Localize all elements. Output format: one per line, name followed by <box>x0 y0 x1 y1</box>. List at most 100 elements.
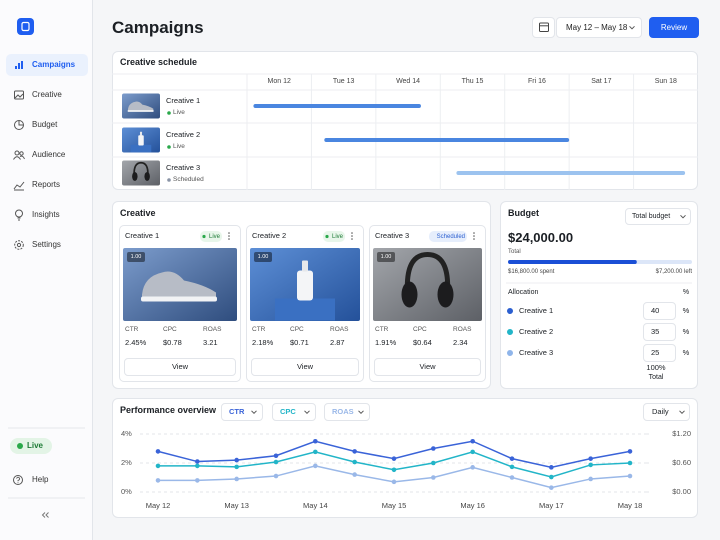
allocation-value[interactable]: 40 <box>651 306 660 315</box>
y2-tick-label: $0.60 <box>672 458 691 467</box>
nav-item[interactable]: Reports <box>32 180 61 189</box>
status-label: Live <box>27 441 44 450</box>
nav-item[interactable]: Budget <box>32 120 58 129</box>
date-dropdown[interactable] <box>556 17 642 38</box>
card-title: Creative <box>120 208 156 218</box>
y-tick-label: 4% <box>121 429 132 438</box>
x-tick-label: May 12 <box>145 501 171 510</box>
y-tick-label: 0% <box>121 487 132 496</box>
nav-item[interactable]: Campaigns <box>32 60 76 69</box>
nav-item[interactable]: Insights <box>32 210 60 219</box>
logo <box>17 18 34 35</box>
nav-item[interactable]: Settings <box>32 240 61 249</box>
day-label: Sun 18 <box>654 78 677 85</box>
metric-label: CTR <box>252 326 266 333</box>
y-tick-label: 2% <box>121 458 132 467</box>
metric-label: CPC <box>163 326 177 333</box>
allocation-input[interactable] <box>643 323 676 341</box>
sidebar <box>0 0 93 540</box>
allocation-value[interactable]: 25 <box>651 348 660 357</box>
metric-label: ROAS <box>453 326 472 333</box>
x-tick-label: May 18 <box>617 501 643 510</box>
image-badge-label: 1.00 <box>130 254 142 260</box>
view-button[interactable] <box>251 358 359 376</box>
budget-left: $7,200.00 left <box>655 269 692 275</box>
review-label[interactable]: Review <box>660 22 688 32</box>
metric-value: $0.64 <box>413 338 432 347</box>
metric-label: CTR <box>125 326 139 333</box>
day-label: Fri 16 <box>527 78 546 85</box>
image-badge-label: 1.00 <box>380 254 392 260</box>
metric-label: ROAS <box>330 326 349 333</box>
creative-name: Creative 2 <box>252 231 287 240</box>
legend-filter[interactable]: CPC <box>280 407 296 416</box>
status-badge-label: Live <box>331 233 343 240</box>
metric-value: 2.45% <box>125 338 147 347</box>
card-title: Performance overview <box>120 405 217 415</box>
status-badge <box>323 231 345 242</box>
allocation-total-label: Total <box>648 374 664 381</box>
image-badge-label: 1.00 <box>257 254 269 260</box>
day-label: Thu 15 <box>461 78 484 85</box>
help-link[interactable]: Help <box>32 475 49 484</box>
allocation-unit: % <box>682 327 690 336</box>
creative-name: Creative 1 <box>125 231 160 240</box>
metric-value: 2.87 <box>330 338 345 347</box>
budget-selector-label[interactable]: Total budget <box>632 212 671 220</box>
x-tick-label: May 17 <box>539 501 564 510</box>
legend-filter[interactable]: CTR <box>229 407 245 416</box>
metric-value: 3.21 <box>203 338 218 347</box>
view-label[interactable]: View <box>419 362 436 371</box>
y2-tick-label: $0.00 <box>672 487 691 496</box>
x-tick-label: May 13 <box>224 501 249 510</box>
legend-filter[interactable]: ROAS <box>332 407 354 416</box>
metric-filter[interactable] <box>324 403 370 421</box>
allocation-unit: % <box>682 306 690 315</box>
allocation-value[interactable]: 35 <box>651 327 660 336</box>
x-tick-label: May 16 <box>460 501 485 510</box>
view-button[interactable] <box>124 358 236 376</box>
review-button[interactable] <box>649 17 699 38</box>
metric-filter[interactable] <box>272 403 316 421</box>
status-badge-label: Scheduled <box>436 233 465 240</box>
x-tick-label: May 15 <box>381 501 407 510</box>
metric-label: CPC <box>290 326 304 333</box>
metric-value: 2.34 <box>453 338 468 347</box>
allocation-input[interactable] <box>643 302 676 320</box>
allocation-input[interactable] <box>643 344 676 362</box>
calendar-button[interactable] <box>532 17 555 38</box>
status-badge-label: Live <box>208 233 220 240</box>
budget-selector[interactable] <box>625 208 691 225</box>
date-range[interactable]: May 12 – May 18 <box>566 22 628 32</box>
row-name: Creative 2 <box>166 130 201 139</box>
metric-filter[interactable] <box>221 403 263 421</box>
metric-value: 2.18% <box>252 338 274 347</box>
metric-label: CPC <box>413 326 427 333</box>
view-button[interactable] <box>374 358 481 376</box>
allocation-title: Allocation <box>508 289 539 296</box>
metric-value: $0.71 <box>290 338 309 347</box>
row-status: Scheduled <box>173 176 204 183</box>
budget-amount: $24,000.00 <box>508 230 574 245</box>
x-tick-label: May 14 <box>303 501 328 510</box>
metric-label: CTR <box>375 326 389 333</box>
row-status: Live <box>173 109 185 116</box>
status-pill <box>10 438 52 454</box>
nav-item[interactable]: Creative <box>32 90 62 99</box>
view-label[interactable]: View <box>296 362 314 371</box>
period-label[interactable]: Daily <box>652 407 669 416</box>
budget-spent: $16,800.00 spent <box>508 269 555 275</box>
nav-active-bg <box>6 54 88 76</box>
row-status: Live <box>173 143 185 150</box>
view-label[interactable]: View <box>171 362 189 371</box>
allocation-name: Creative 2 <box>519 327 554 336</box>
allocation-unit: % <box>682 348 690 357</box>
day-label: Mon 12 <box>267 78 291 85</box>
nav-item[interactable]: Audience <box>32 150 66 159</box>
row-name: Creative 1 <box>166 96 201 105</box>
allocation-total: 100% <box>646 363 666 372</box>
allocation-name: Creative 1 <box>519 306 554 315</box>
y2-tick-label: $1.20 <box>672 429 691 438</box>
period-dropdown[interactable] <box>643 403 690 421</box>
